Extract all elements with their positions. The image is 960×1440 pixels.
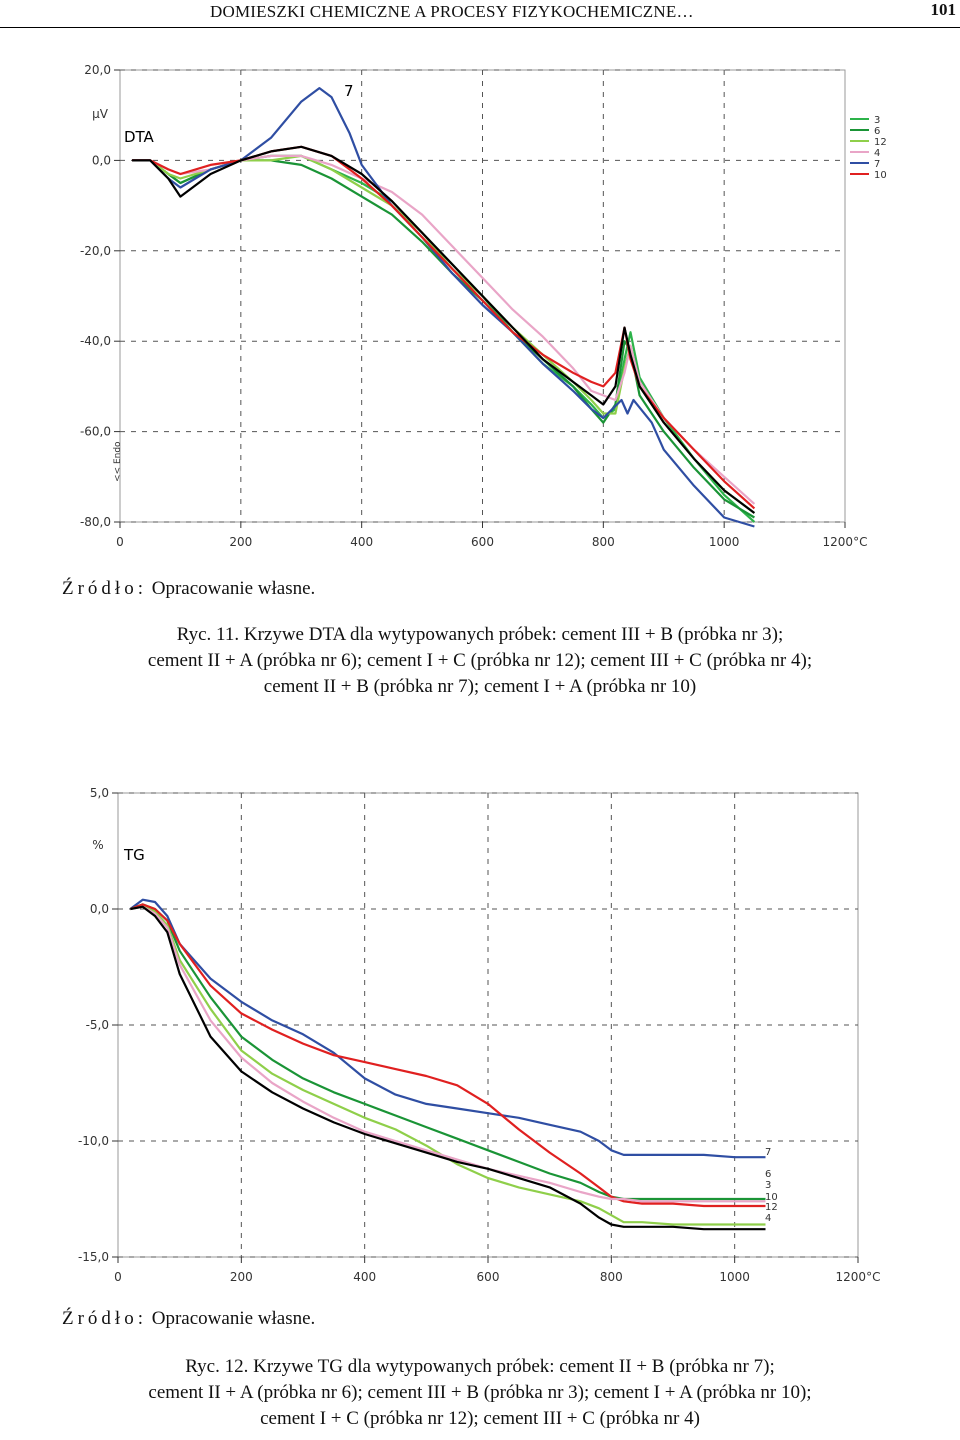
series-line <box>130 905 766 1226</box>
series-end-label: 12 <box>765 1202 778 1213</box>
caption-line: cement I + C (próbka nr 12); cement III … <box>260 1408 700 1429</box>
y-tick-label: -15,0 <box>78 1250 109 1264</box>
x-tick-label: 200 <box>230 1270 253 1284</box>
chart-title: TG <box>123 846 145 864</box>
x-tick-label: 0 <box>114 1270 122 1284</box>
x-tick-label: 400 <box>350 535 373 549</box>
figure12-caption: Ryc. 12. Krzywe TG dla wytypowanych prób… <box>20 1354 940 1432</box>
x-tick-label: 800 <box>600 1270 623 1284</box>
series-line <box>132 154 756 505</box>
y-unit-label: % <box>92 838 103 852</box>
x-tick-label: 1200°C <box>836 1270 881 1284</box>
series-line <box>129 903 766 1201</box>
source-label: Źródło: <box>62 1308 147 1329</box>
series-line <box>132 145 756 510</box>
header-rule <box>0 27 960 28</box>
caption-line: cement II + A (próbka nr 6); cement I + … <box>147 650 813 671</box>
series-line <box>132 86 755 528</box>
source-text: Opracowanie własne. <box>151 1308 316 1329</box>
x-tick-label: 1000 <box>709 535 740 549</box>
x-tick-label: 800 <box>592 535 615 549</box>
caption-line: Ryc. 11. Krzywe DTA dla wytypowanych pró… <box>176 624 784 645</box>
endo-label: << Endo <box>113 441 123 482</box>
dta-chart: 20,0 0,0 -20,0 -40,0 -60,0 -80,0 0 200 400 600 800… <box>80 63 887 549</box>
y-tick-label: 0,0 <box>90 902 109 916</box>
source-text: Opracowanie własne. <box>151 578 316 599</box>
page-header: DOMIESZKI CHEMICZNE A PROCESY FIZYKOCHEM… <box>0 0 960 28</box>
series-end-label: 7 <box>765 1147 771 1158</box>
peak-label: 7 <box>344 82 354 100</box>
legend-label: 12 <box>874 137 887 148</box>
series-line <box>130 905 766 1203</box>
caption-line: cement II + B (próbka nr 7); cement I + … <box>263 676 697 697</box>
page-number: 101 <box>930 0 957 19</box>
series-end-label: 3 <box>765 1180 771 1191</box>
x-tick-label: 600 <box>471 535 494 549</box>
y-tick-label: 20,0 <box>84 63 111 77</box>
series-line <box>130 905 766 1231</box>
y-tick-label: -10,0 <box>78 1134 109 1148</box>
legend-label: 3 <box>874 115 880 126</box>
legend-label: 6 <box>874 126 880 137</box>
legend-label: 7 <box>874 159 880 170</box>
series-line <box>132 154 756 514</box>
y-tick-label: -40,0 <box>80 334 111 348</box>
caption-line: cement II + A (próbka nr 6); cement III … <box>148 1382 812 1403</box>
y-tick-label: -80,0 <box>80 515 111 529</box>
series-end-label: 10 <box>765 1192 778 1203</box>
legend-label: 10 <box>874 170 887 181</box>
figure11-source: Źródło: Opracowanie własne. <box>62 578 315 600</box>
tg-chart: 5,0 0,0 -5,0 -10,0 -15,0 0 200 400 600 800 1000 120… <box>78 786 881 1284</box>
y-tick-label: -20,0 <box>80 244 111 258</box>
series-line <box>129 903 766 1208</box>
y-tick-label: 0,0 <box>92 153 111 167</box>
y-unit-label: µV <box>92 107 109 121</box>
source-label: Źródło: <box>62 578 147 599</box>
y-tick-label: 5,0 <box>90 786 109 800</box>
series-end-label: 4 <box>765 1213 771 1224</box>
series-line <box>132 159 755 519</box>
x-tick-label: 1200°C <box>823 535 868 549</box>
x-tick-label: 200 <box>229 535 252 549</box>
figure11-caption: Ryc. 11. Krzywe DTA dla wytypowanych pró… <box>20 622 940 700</box>
y-tick-label: -5,0 <box>86 1018 109 1032</box>
legend-label: 4 <box>874 148 880 159</box>
x-tick-label: 600 <box>477 1270 500 1284</box>
x-tick-label: 0 <box>116 535 124 549</box>
series-line <box>132 145 756 514</box>
chart-title: DTA <box>124 128 155 146</box>
x-tick-label: 400 <box>353 1270 376 1284</box>
caption-line: Ryc. 12. Krzywe TG dla wytypowanych prób… <box>185 1356 775 1377</box>
running-title: DOMIESZKI CHEMICZNE A PROCESY FIZYKOCHEM… <box>210 2 694 21</box>
x-tick-label: 1000 <box>719 1270 750 1284</box>
series-end-label: 6 <box>765 1169 771 1180</box>
y-tick-label: -60,0 <box>80 425 111 439</box>
figure12-source: Źródło: Opracowanie własne. <box>62 1308 315 1330</box>
series-line <box>132 154 756 523</box>
